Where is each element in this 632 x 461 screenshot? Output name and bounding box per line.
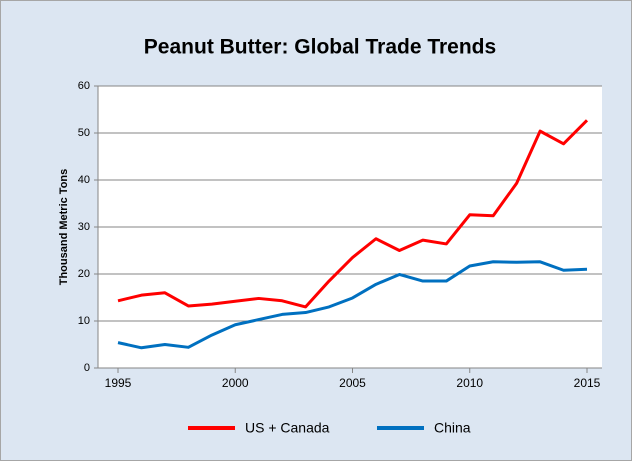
y-tick-label: 50: [78, 127, 90, 139]
y-tick-label: 0: [84, 362, 90, 374]
y-tick-label: 60: [78, 80, 90, 92]
y-tick-label: 40: [78, 174, 90, 186]
x-tick-label: 1995: [105, 376, 132, 390]
x-tick-label: 2015: [574, 376, 601, 390]
series-line: [117, 119, 589, 309]
legend-label: China: [434, 420, 471, 436]
x-tick-label: 2000: [222, 376, 249, 390]
chart-title: Peanut Butter: Global Trade Trends: [144, 36, 496, 59]
x-tick-label: 2005: [339, 376, 366, 390]
series-line: [117, 260, 588, 350]
x-tick-label: 2010: [456, 376, 483, 390]
y-tick-label: 30: [78, 221, 90, 233]
y-tick-label: 10: [78, 315, 90, 327]
y-axis-label: Thousand Metric Tons: [58, 169, 70, 286]
y-tick-label: 20: [78, 268, 90, 280]
legend-label: US + Canada: [245, 420, 330, 436]
